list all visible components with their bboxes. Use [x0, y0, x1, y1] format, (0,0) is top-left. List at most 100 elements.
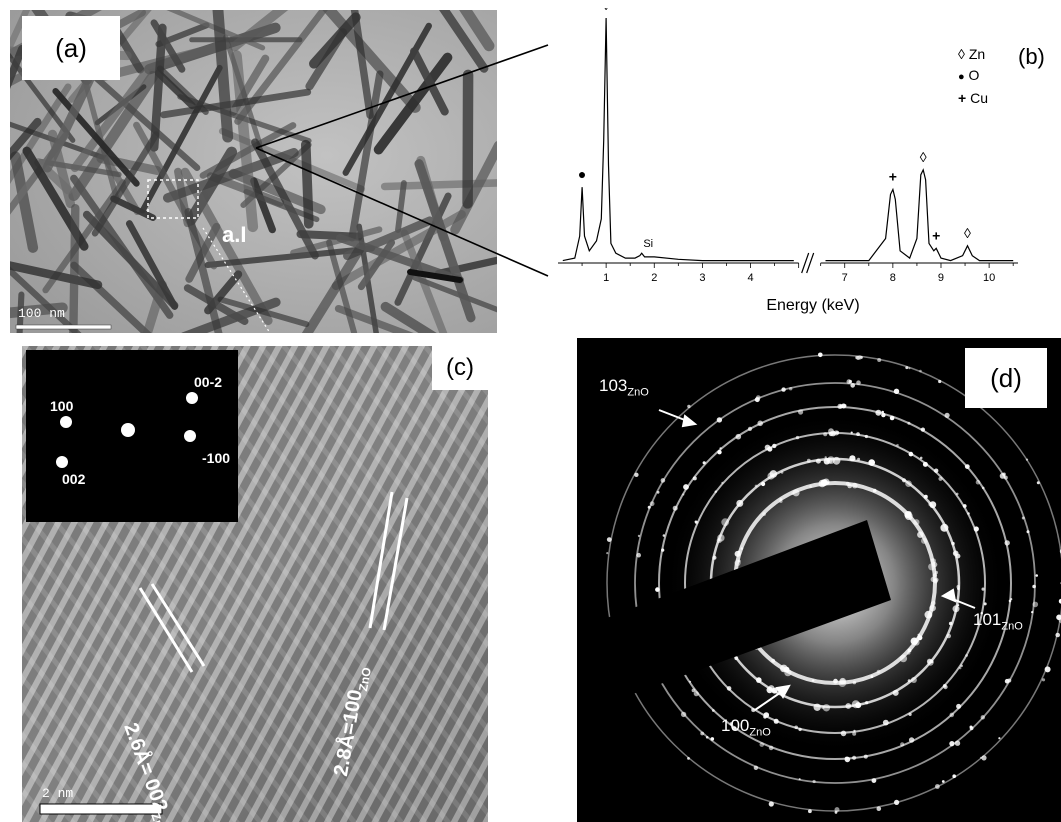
- nanorod: [52, 87, 140, 187]
- panel-b-eds-spectrum: 1 2 3 4 7 8 9 10 ● ◊ Si + ◊ + ◊ Energy (keV) (b) ◊ Zn…: [548, 8, 1061, 326]
- diffraction-spot: [721, 481, 724, 484]
- ring-label-103-sub: ZnO: [627, 386, 649, 399]
- eds-peak-annotation: +: [889, 169, 897, 185]
- diffraction-spot: [847, 483, 853, 489]
- diffraction-spot: [702, 461, 706, 465]
- diffraction-spot: [634, 472, 639, 477]
- nanorod: [10, 261, 103, 290]
- diffraction-spot: [904, 512, 910, 518]
- diffraction-spot: [781, 387, 786, 392]
- diffraction-spot: [835, 430, 840, 435]
- eds-x-tick-label: 8: [890, 272, 896, 284]
- diffraction-spot: [952, 774, 956, 778]
- diffraction-spot: [1036, 481, 1040, 485]
- fft-label-002: 002: [62, 471, 86, 487]
- nanorod: [68, 70, 159, 202]
- diffraction-spot: [734, 559, 741, 566]
- diffraction-spot: [811, 679, 815, 682]
- nanorod: [10, 117, 42, 161]
- diffraction-spot: [852, 482, 858, 489]
- diffraction-spot: [852, 680, 857, 685]
- diffraction-spot: [975, 479, 981, 485]
- diffraction-spot: [981, 587, 985, 591]
- panel-d-label: (d): [965, 348, 1047, 408]
- diffraction-spot: [766, 686, 773, 694]
- diffraction-spot: [838, 679, 847, 687]
- diffraction-spot: [771, 658, 775, 663]
- nanorod: [212, 10, 234, 143]
- diffraction-spot: [1021, 516, 1025, 520]
- eds-x-tick-label: 4: [747, 272, 753, 284]
- diffraction-spot: [719, 447, 722, 450]
- nanorod: [110, 195, 157, 221]
- nanorod: [10, 10, 31, 54]
- diffraction-spot: [865, 701, 869, 705]
- eds-chart: 1 2 3 4 7 8 9 10 ● ◊ Si + ◊ + ◊ Energy (keV): [558, 8, 1018, 314]
- diffraction-spot: [1010, 598, 1013, 601]
- diffraction-spot: [856, 432, 860, 436]
- diffraction-spot: [960, 664, 963, 668]
- eds-peak-annotation: ◊: [964, 225, 971, 241]
- panel-a-scale-text: 100 nm: [18, 306, 65, 321]
- diffraction-spot: [938, 476, 943, 481]
- panel-a-label: (a): [22, 16, 120, 80]
- diffraction-spot: [856, 380, 861, 385]
- diffraction-spot: [980, 715, 985, 720]
- diffraction-spot: [845, 703, 852, 709]
- nanorod: [412, 275, 497, 313]
- nanorod: [96, 154, 162, 175]
- diffraction-spot: [767, 472, 775, 480]
- diffraction-spot: [930, 600, 936, 606]
- eds-peak-annotation: Si: [643, 238, 653, 250]
- diffraction-spot: [927, 659, 934, 666]
- diffraction-spot: [864, 434, 868, 439]
- nanorod: [16, 291, 25, 333]
- scale-bar-c: [39, 803, 163, 815]
- diffraction-spot: [882, 719, 889, 726]
- eds-peak-annotation: +: [932, 227, 940, 243]
- diffraction-spot: [979, 756, 983, 759]
- axis-break-mark: [806, 252, 815, 274]
- nanorod: [150, 19, 186, 73]
- ring-label-103: 103ZnO: [599, 376, 649, 398]
- fft-spots: [56, 392, 198, 468]
- diffraction-spot: [899, 654, 908, 663]
- nanorod: [334, 304, 414, 333]
- selection-box: [147, 179, 199, 219]
- diffraction-spot: [756, 677, 762, 683]
- region-label-a1: a.I: [222, 222, 247, 247]
- diffraction-spot: [901, 478, 907, 483]
- diffraction-spot: [1035, 574, 1038, 577]
- nanorod: [459, 10, 495, 52]
- diffraction-spot: [843, 404, 847, 408]
- diffraction-spot: [794, 725, 798, 730]
- panel-c-scale-text: 2 nm: [42, 786, 74, 801]
- diffraction-spot: [726, 686, 732, 691]
- diffraction-spot: [735, 433, 742, 440]
- diffraction-spot: [917, 531, 924, 538]
- panel-c-hrtem-image: 100 002 00-2 -100 (c) 2.6Å= 002ZnO 2.8Å=…: [22, 346, 488, 822]
- ring-label-103-text: 103: [599, 376, 628, 395]
- diffraction-spot: [812, 779, 816, 784]
- diffraction-spot: [907, 421, 911, 425]
- diffraction-spot: [935, 784, 940, 789]
- fringe-marker-100-a: [368, 491, 394, 629]
- diffraction-spot: [747, 426, 753, 431]
- fft-spot--100: [184, 430, 196, 442]
- diffraction-spot: [965, 654, 968, 657]
- diffraction-spot: [798, 727, 802, 732]
- diffraction-spot: [922, 461, 928, 467]
- diffraction-spot: [661, 548, 665, 552]
- diffraction-spot: [1007, 678, 1012, 683]
- diffraction-spot: [1058, 598, 1061, 604]
- diffraction-spot: [951, 541, 955, 546]
- diffraction-spot: [949, 741, 955, 747]
- fft-label--100: -100: [202, 450, 231, 466]
- diffraction-spot: [905, 366, 909, 370]
- diffraction-spot: [954, 740, 961, 746]
- nanorod: [300, 139, 314, 229]
- eds-legend: ◊ Zn ● O + Cu: [958, 44, 988, 109]
- diffraction-spot: [908, 367, 911, 370]
- diffraction-spot: [711, 709, 715, 712]
- fft-spot-center: [121, 423, 135, 437]
